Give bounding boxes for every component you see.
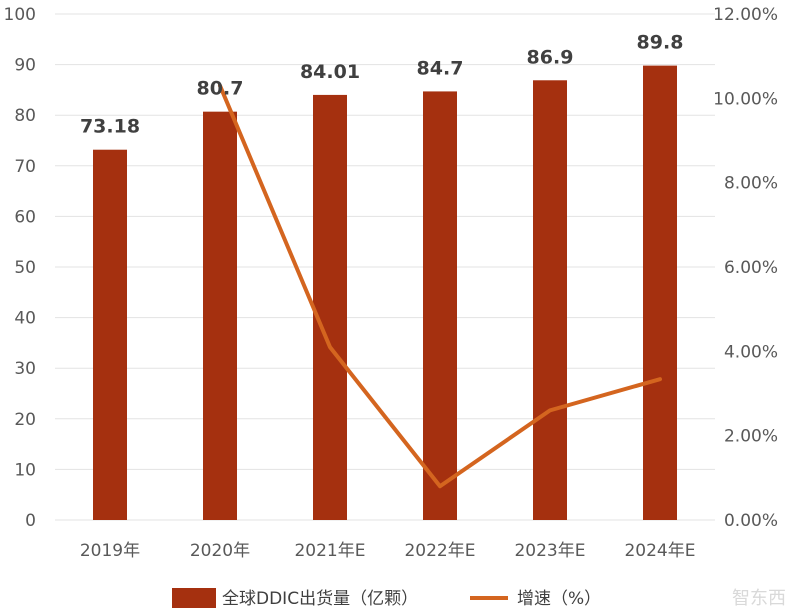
bar-shipments xyxy=(423,91,457,520)
right-axis-tick-label: 8.00% xyxy=(724,174,778,194)
grid-lines xyxy=(55,13,715,521)
left-axis-tick-label: 80 xyxy=(14,106,36,126)
bar-data-label: 89.8 xyxy=(637,32,684,54)
right-axis-tick-label: 2.00% xyxy=(724,427,778,447)
left-axis-ticks: 0 10 20 30 40 50 60 70 80 90 100 xyxy=(4,5,36,531)
left-axis-tick-label: 40 xyxy=(14,309,36,329)
growth-line-series xyxy=(218,83,662,489)
right-axis-tick-label: 12.00% xyxy=(713,5,778,25)
x-axis-ticks: 2019年 2020年 2021年E 2022年E 2023年E 2024年E xyxy=(80,541,696,561)
left-axis-tick-label: 10 xyxy=(14,460,36,480)
x-axis-tick-label: 2020年 xyxy=(190,541,250,561)
legend: 全球DDIC出货量（亿颗） 增速（%） xyxy=(172,588,601,609)
legend-swatch-shipments xyxy=(172,588,216,608)
bar-data-label: 73.18 xyxy=(80,116,140,138)
watermark-text: 智东西 xyxy=(732,588,786,609)
legend-label-shipments: 全球DDIC出货量（亿颗） xyxy=(222,589,418,609)
right-axis-tick-label: 0.00% xyxy=(724,511,778,531)
left-axis-tick-label: 0 xyxy=(25,511,36,531)
x-axis-tick-label: 2024年E xyxy=(624,541,695,561)
legend-label-growth: 增速（%） xyxy=(517,589,601,609)
right-axis-tick-label: 10.00% xyxy=(713,89,778,109)
left-axis-tick-label: 20 xyxy=(14,410,36,430)
bar-shipments xyxy=(313,94,347,521)
left-axis-tick-label: 50 xyxy=(14,258,36,278)
right-axis-tick-label: 4.00% xyxy=(724,342,778,362)
bar-shipments xyxy=(203,111,237,521)
x-axis-tick-label: 2022年E xyxy=(404,541,475,561)
bar-shipments xyxy=(93,149,127,520)
left-axis-tick-label: 30 xyxy=(14,359,36,379)
bar-shipments xyxy=(533,80,567,520)
x-axis-tick-label: 2023年E xyxy=(514,541,585,561)
left-axis-tick-label: 90 xyxy=(14,56,36,76)
bar-data-label: 84.01 xyxy=(300,61,360,83)
left-axis-tick-label: 70 xyxy=(14,157,36,177)
bar-series xyxy=(93,65,677,521)
bar-data-label: 84.7 xyxy=(417,57,464,79)
bar-shipments xyxy=(643,65,677,520)
right-axis-ticks: 0.00% 2.00% 4.00% 6.00% 8.00% 10.00% 12.00% xyxy=(713,5,778,531)
growth-line xyxy=(218,83,662,489)
x-axis-tick-label: 2019年 xyxy=(80,541,140,561)
x-axis-tick-label: 2021年E xyxy=(294,541,365,561)
left-axis-tick-label: 60 xyxy=(14,207,36,227)
left-axis-tick-label: 100 xyxy=(4,5,36,25)
bar-data-label: 80.7 xyxy=(197,78,244,100)
bar-data-label: 86.9 xyxy=(527,46,574,68)
right-axis-tick-label: 6.00% xyxy=(724,258,778,278)
bar-data-labels: 73.18 80.7 84.01 84.7 86.9 89.8 xyxy=(80,32,684,138)
